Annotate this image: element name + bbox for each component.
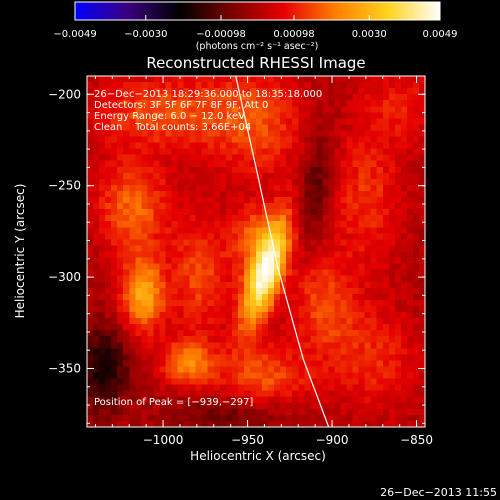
x-tick-label: −950 [231,433,264,447]
info-detectors: Detectors: 3F 5F 6F 7F 8F 9F, Att 0 [94,100,268,111]
colorbar-gradient [74,1,441,21]
info-energy-range: Energy Range: 6.0 − 12.0 keV [94,111,245,122]
chart-title: Reconstructed RHESSI Image [146,54,365,72]
colorbar-tick-label: 0.0030 [352,29,387,40]
x-tick-label: −1000 [143,433,184,447]
colorbar-tick-label: 0.0049 [423,29,458,40]
x-tick-label: −900 [316,433,349,447]
plot-frame [86,75,426,428]
x-axis-label: Heliocentric X (arcsec) [190,449,326,463]
solar-limb-curve [235,76,330,427]
plot-area: −1000 −950 −900 −850 −200 −250 −300 −350 [48,75,433,447]
info-time-range: 26−Dec−2013 18:29:36.000 to 18:35:18.000 [94,89,322,100]
colorbar-tick-label: 0.00098 [273,29,314,40]
colorbar-tick-label: −0.0049 [53,29,96,40]
footer-timestamp: 26−Dec−2013 11:55 [380,486,497,499]
x-tick-label: −850 [400,433,433,447]
y-tick-label: −200 [48,87,81,101]
colorbar-tick-label: −0.00098 [196,29,246,40]
colorbar-tick-label: −0.0030 [124,29,167,40]
colorbar-unit-label: (photons cm⁻² s⁻¹ asec⁻²) [196,41,319,52]
peak-position-text: Position of Peak = [−939,−297] [94,397,253,408]
info-clean-counts: Clean Total counts: 3.66E+04 [94,122,251,133]
y-axis-label: Heliocentric Y (arcsec) [13,184,27,319]
axis-ticks: −1000 −950 −900 −850 −200 −250 −300 −350 [48,75,433,447]
y-tick-label: −350 [48,362,81,376]
colorbar-ticks: −0.0049 −0.0030 −0.00098 0.00098 0.0030 0.004… [53,15,458,40]
y-tick-label: −250 [48,179,81,193]
colorbar: −0.0049 −0.0030 −0.00098 0.00098 0.0030 0.004… [53,1,458,52]
observation-info: 26−Dec−2013 18:29:36.000 to 18:35:18.000… [94,89,322,133]
heatmap-image [87,76,425,427]
y-tick-label: −300 [48,270,81,284]
